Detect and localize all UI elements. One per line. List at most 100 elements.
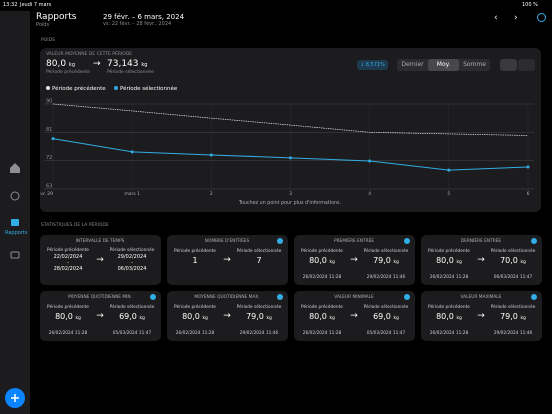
line-toggle[interactable]	[500, 59, 517, 71]
stats-title: STATISTIQUES DE LA PÉRIODE	[41, 223, 109, 228]
sel-date: 29/02/2024 11:46	[239, 331, 279, 336]
date: 06/03/2024	[117, 266, 147, 272]
stat-title: MOYENNE QUOTIDIENNE MIN.	[68, 295, 132, 300]
prev-value: 1	[192, 256, 197, 265]
prev-value: 80,0 kg	[436, 256, 462, 265]
arrow: →	[477, 311, 485, 321]
unit: kg	[393, 260, 399, 265]
sel-value: 79,0 kg	[373, 256, 399, 265]
unit: kg	[202, 316, 208, 321]
sel-label: Période sélectionnée	[109, 248, 155, 253]
info-icon	[277, 294, 283, 300]
info-icon	[277, 238, 283, 244]
legend-label: Période précédente	[52, 85, 106, 92]
reports-icon[interactable]	[11, 219, 19, 226]
unit: kg	[393, 316, 399, 321]
sidebar-icons	[5, 163, 25, 408]
arrow: →	[350, 255, 358, 265]
value: 69,0	[373, 312, 391, 321]
stat-title: MOYENNE QUOTIDIENNE MAX.	[194, 295, 260, 300]
stat-card[interactable]: MOYENNE QUOTIDIENNE MAX. Période précéden…	[167, 291, 288, 341]
home-icon[interactable]	[10, 163, 20, 173]
info-icon	[404, 294, 410, 300]
data-point	[368, 159, 372, 163]
prev-label: Période précédente	[428, 249, 470, 254]
value: 80,0	[55, 312, 73, 321]
stat-card[interactable]: VALEUR MAXIMALE Période précédente 80,0 kg…	[421, 291, 542, 341]
unit: kg	[456, 316, 462, 321]
value: 70,0	[500, 256, 518, 265]
prev-label: Période précédente	[301, 305, 343, 310]
photos-icon[interactable]	[10, 251, 20, 259]
data-point	[447, 168, 451, 172]
sel-label: Période sélectionnée	[109, 305, 155, 310]
legend-label: Période sélectionnée	[120, 85, 178, 92]
value: 80,0	[182, 312, 200, 321]
stat-title: DERNIÈRE ENTRÉE	[460, 239, 502, 244]
sel-date: 06/03/2024 11:47	[493, 275, 533, 280]
prev-average: 80,0 kg	[46, 59, 75, 69]
unit: kg	[266, 316, 272, 321]
value: 79,0	[246, 312, 264, 321]
prev-value: 80,0 kg	[182, 312, 208, 321]
sel-label: Période sélectionnée	[490, 249, 536, 254]
sel-label: Période sélectionnée	[107, 70, 154, 75]
prev-label: Période précédente	[428, 305, 470, 310]
change-badge: ↓ 8,571%	[357, 60, 388, 70]
unit: kg	[75, 316, 81, 321]
stat-title: NOMBRE D'ENTRÉES	[204, 239, 250, 244]
mode-option[interactable]: Dernier	[401, 61, 424, 68]
prev-date: 26/02/2024 11:28	[48, 331, 88, 336]
legend-dot	[46, 86, 50, 90]
separator: -	[67, 260, 69, 266]
summary-title: VALEUR MOYENNE DE CETTE PÉRIODE	[46, 52, 133, 57]
x-tick-label: mars 1	[124, 191, 140, 197]
header-title[interactable]: Rapports	[36, 12, 77, 22]
bar-toggle[interactable]	[518, 59, 535, 71]
next-button[interactable]: ›	[514, 13, 518, 23]
mode-option[interactable]: Somme	[463, 61, 486, 68]
add-icon	[11, 394, 19, 402]
stat-card[interactable]: INTERVALLE DE TEMPS Période précédente 22/…	[40, 235, 161, 285]
prev-label: Période précédente	[47, 248, 89, 253]
unit: kg	[68, 62, 75, 68]
info-icon	[531, 294, 537, 300]
stat-card[interactable]: DERNIÈRE ENTRÉE Période précédente 80,0 kg…	[421, 235, 542, 285]
sel-value: 70,0 kg	[500, 256, 526, 265]
sel-value: 69,0 kg	[119, 312, 145, 321]
chart: Période précédente Période sélectionnée63…	[40, 85, 534, 206]
stat-title: VALEUR MINIMALE	[334, 295, 374, 300]
unit: kg	[520, 260, 526, 265]
chart-note: Touchez un point pour plus d'information…	[238, 200, 341, 206]
stat-card[interactable]: VALEUR MINIMALE Période précédente 80,0 kg…	[294, 291, 415, 341]
value: 73,143	[107, 59, 139, 69]
status-battery: 100 %	[522, 2, 538, 8]
stat-card[interactable]: NOMBRE D'ENTRÉES Période précédente 1 Pério…	[167, 235, 288, 285]
more-button[interactable]	[537, 13, 546, 22]
value: 80,0	[309, 256, 327, 265]
history-icon[interactable]	[10, 191, 20, 201]
date: 22/02/2024	[53, 254, 83, 260]
stat-card[interactable]: MOYENNE QUOTIDIENNE MIN. Période précéden…	[40, 291, 161, 341]
sel-value: 69,0 kg	[373, 312, 399, 321]
arrow: →	[96, 311, 104, 321]
unit: kg	[141, 62, 148, 68]
data-point	[526, 165, 530, 169]
x-tick-label: févr. 29	[40, 190, 53, 197]
prev-value: 80,0 kg	[309, 256, 335, 265]
data-point	[51, 137, 55, 141]
compare-range: vs. 22 févr. – 28 févr., 2024	[103, 21, 172, 27]
sel-label: Période sélectionnée	[363, 249, 409, 254]
date: 28/02/2024	[53, 266, 83, 272]
sidebar-label[interactable]: Rapports	[5, 230, 28, 236]
sel-date: 29/02/2024 11:46	[366, 275, 406, 280]
x-tick-label: 2	[210, 191, 213, 197]
prev-button[interactable]: ‹	[494, 13, 498, 23]
date-range[interactable]: 29 févr. – 6 mars, 2024	[103, 13, 185, 21]
arrow: →	[477, 255, 485, 265]
unit: kg	[456, 260, 462, 265]
stat-card[interactable]: PREMIÈRE ENTRÉE Période précédente 80,0 kg…	[294, 235, 415, 285]
arrow: →	[223, 311, 231, 321]
mode-option[interactable]: Moy.	[428, 59, 459, 71]
x-tick-label: 4	[368, 191, 371, 197]
